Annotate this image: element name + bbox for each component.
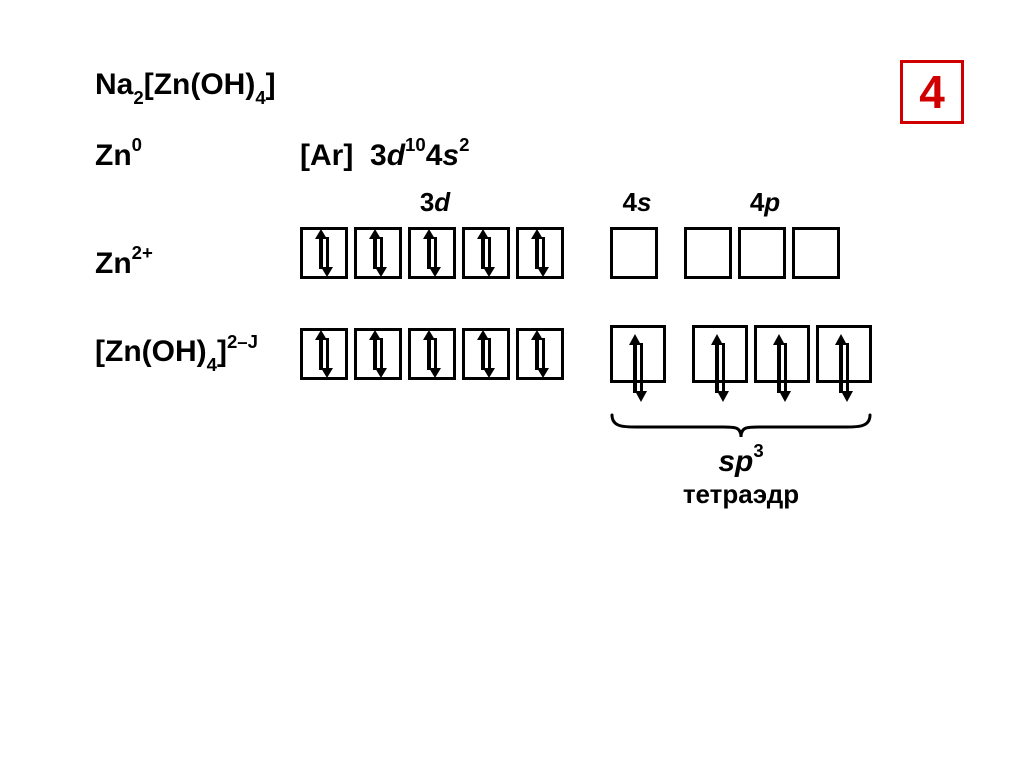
orbital-group-3d <box>300 227 570 279</box>
orbital-group-4p <box>692 325 878 383</box>
compound-formula: Na2[Zn(OH)4] <box>95 70 955 105</box>
orbital-box <box>300 227 348 279</box>
orbital-box <box>300 328 348 380</box>
ion-species-label: Zn2+ <box>95 247 300 279</box>
orbital-box <box>754 325 810 383</box>
orbital-box <box>792 227 840 279</box>
atom-species-label: Zn0 <box>95 139 300 171</box>
orbital-box <box>610 325 666 383</box>
orbital-box <box>610 227 658 279</box>
orbital-header: 3d <box>300 189 570 215</box>
orbital-box <box>354 328 402 380</box>
orbital-box <box>462 227 510 279</box>
orbital-group-4s <box>610 227 664 279</box>
orbital-box <box>408 227 456 279</box>
atom-config-line: Zn0 [Ar] 3d104s2 <box>95 139 955 171</box>
orbital-box <box>692 325 748 383</box>
ion-orbitals <box>300 227 846 279</box>
formula-pre: Na <box>95 68 133 101</box>
hybridization-label: sp3 <box>610 445 872 477</box>
complex-species-label: [Zn(OH)4]2–J <box>95 335 300 372</box>
orbital-group-4p <box>684 227 846 279</box>
orbital-group-4s <box>610 325 672 383</box>
orbital-header: 4s <box>610 189 664 215</box>
orbital-box <box>462 328 510 380</box>
hybridization-brace: sp3 тетраэдр <box>610 413 872 507</box>
complex-row: [Zn(OH)4]2–J <box>95 325 955 383</box>
orbital-box <box>354 227 402 279</box>
core: [Ar] <box>300 139 353 172</box>
hybridization-shape: тетраэдр <box>610 481 872 507</box>
formula-open: [Zn(OH) <box>144 68 256 101</box>
formula-inner-sub: 4 <box>255 87 265 108</box>
atom-config: [Ar] 3d104s2 <box>300 139 469 171</box>
orbital-box <box>816 325 872 383</box>
ion-row: Zn2+ <box>95 227 955 279</box>
content: Na2[Zn(OH)4] Zn0 [Ar] 3d104s2 3d 4s 4p Zn2… <box>95 70 955 541</box>
orbital-box <box>516 328 564 380</box>
slide: 4 Na2[Zn(OH)4] Zn0 [Ar] 3d104s2 3d 4s 4p <box>0 0 1024 768</box>
hybridization-row: sp3 тетраэдр <box>95 383 955 507</box>
orbital-box <box>738 227 786 279</box>
orbital-headers: 3d 4s 4p <box>300 189 846 215</box>
orbital-box <box>684 227 732 279</box>
orbital-header: 4p <box>684 189 846 215</box>
complex-orbitals <box>300 325 878 383</box>
orbital-group-3d <box>300 328 570 380</box>
formula-close: ] <box>266 68 276 101</box>
orbital-box <box>516 227 564 279</box>
formula-pre-sub: 2 <box>133 87 143 108</box>
orbital-headers-row: 3d 4s 4p <box>95 189 955 223</box>
orbital-box <box>408 328 456 380</box>
